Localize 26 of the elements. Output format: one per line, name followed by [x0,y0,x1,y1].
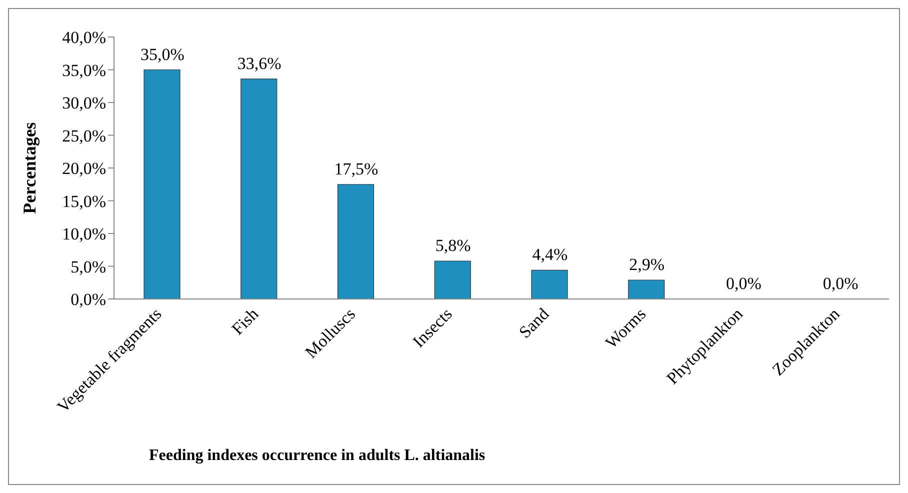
data-label: 0,0% [822,274,858,293]
bar [531,270,568,299]
y-tick-label: 15,0% [62,192,106,211]
y-tick-label: 20,0% [62,159,106,178]
y-tick-label: 5,0% [70,257,106,276]
bar [144,69,180,299]
y-tick-label: 25,0% [62,126,106,146]
y-tick-label: 30,0% [62,94,106,113]
y-tick-label: 40,0% [62,28,106,48]
y-axis-title: Percentages [19,122,40,214]
data-label: 5,8% [435,236,471,256]
data-label: 33,6% [237,54,282,73]
x-tick-label: Fish [228,304,262,339]
data-label: 17,5% [334,159,378,178]
data-label: 0,0% [726,274,762,293]
data-label: 4,4% [532,245,568,264]
y-tick-label: 0,0% [70,290,106,310]
y-tick-label: 35,0% [62,60,106,80]
data-label: 2,9% [629,255,665,274]
bar [240,78,278,299]
y-tick-label: 10,0% [62,224,106,244]
bar [628,280,665,299]
bar [434,260,471,299]
x-axis-title: Feeding indexes occurrence in adults L. altianalis [149,447,486,465]
bar [337,184,374,299]
data-label: 35,0% [140,44,184,64]
